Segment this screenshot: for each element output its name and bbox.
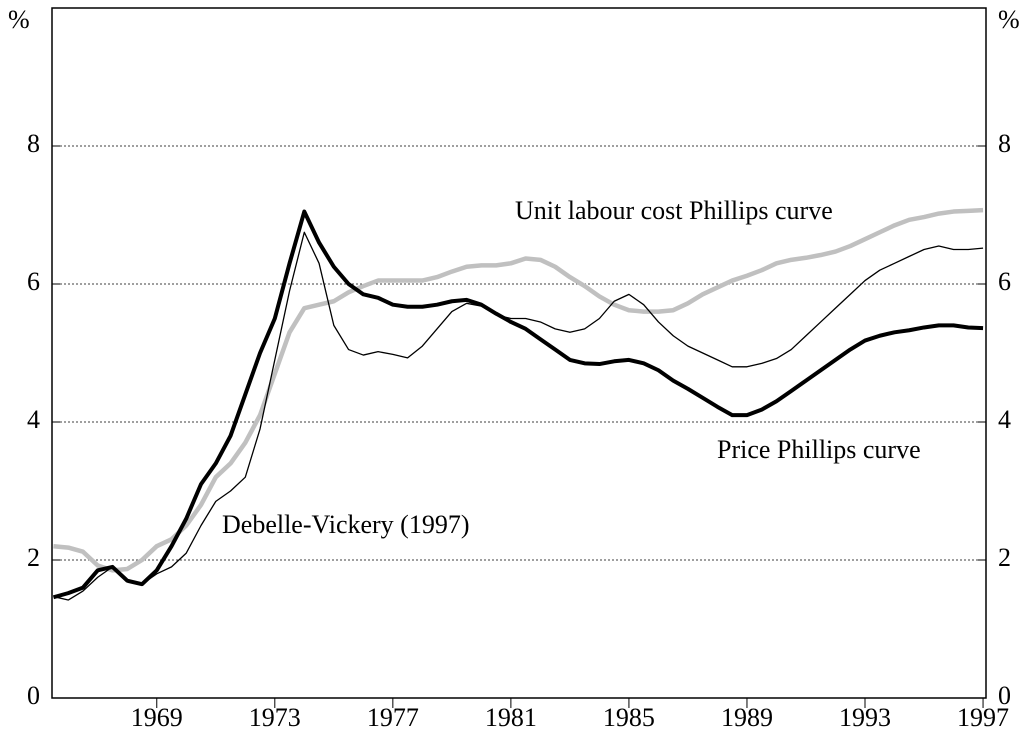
series-label: Debelle-Vickery (1997) — [222, 510, 470, 539]
y2-tick-label: 2 — [998, 543, 1011, 572]
series-line — [53, 207, 984, 573]
y-tick-label: 4 — [27, 405, 40, 434]
y-tick-label: 2 — [27, 543, 40, 572]
y2-tick-label: 4 — [998, 405, 1011, 434]
y-tick-label: 0 — [27, 681, 40, 710]
y2-tick-label: 0 — [998, 681, 1011, 710]
series-label: Price Phillips curve — [717, 435, 921, 464]
series-line — [53, 231, 984, 601]
plot-frame — [51, 7, 987, 699]
series-line — [52, 209, 984, 600]
y-tick-label: 6 — [27, 267, 40, 296]
series-label: Unit labour cost Phillips curve — [515, 196, 833, 225]
y2-tick-label: 8 — [998, 129, 1011, 158]
y-axis-label: % — [8, 5, 30, 34]
y2-axis-label: % — [998, 5, 1020, 34]
y-tick-label: 8 — [27, 129, 40, 158]
y2-tick-label: 6 — [998, 267, 1011, 296]
